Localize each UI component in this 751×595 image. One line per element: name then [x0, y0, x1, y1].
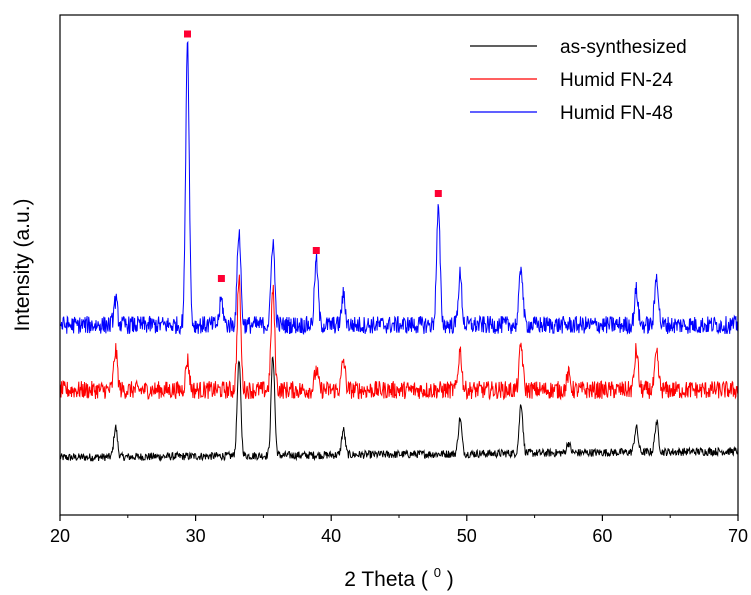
legend-label-humid-fn-24: Humid FN-24: [560, 70, 673, 91]
series-layer: [59, 40, 739, 462]
x-tick-label-70: 70: [728, 526, 748, 546]
x-tick-label-50: 50: [457, 526, 477, 546]
peak-marker-3: [312, 247, 320, 254]
legend-label-humid-fn-48: Humid FN-48: [560, 103, 673, 124]
marker-layer: [184, 30, 442, 282]
x-axis: 20 30 40 50 60 70: [50, 515, 748, 546]
y-axis-title: Intensity (a.u.): [11, 198, 34, 331]
peak-marker-2: [217, 275, 225, 282]
x-tick-label-60: 60: [592, 526, 612, 546]
x-tick-label-40: 40: [321, 526, 341, 546]
x-axis-title: 2 Theta ( 0 ): [344, 565, 454, 591]
series-line-as-synthesized: [59, 356, 739, 462]
x-tick-label-20: 20: [50, 526, 70, 546]
x-tick-label-30: 30: [186, 526, 206, 546]
legend: as-synthesized Humid FN-24 Humid FN-48: [470, 37, 687, 124]
series-line-humid-fn-48: [59, 40, 739, 336]
peak-marker-4: [434, 190, 442, 197]
series-line-humid-fn-24: [59, 274, 739, 401]
peak-marker-1: [184, 30, 191, 38]
legend-label-as-synthesized: as-synthesized: [560, 37, 687, 58]
